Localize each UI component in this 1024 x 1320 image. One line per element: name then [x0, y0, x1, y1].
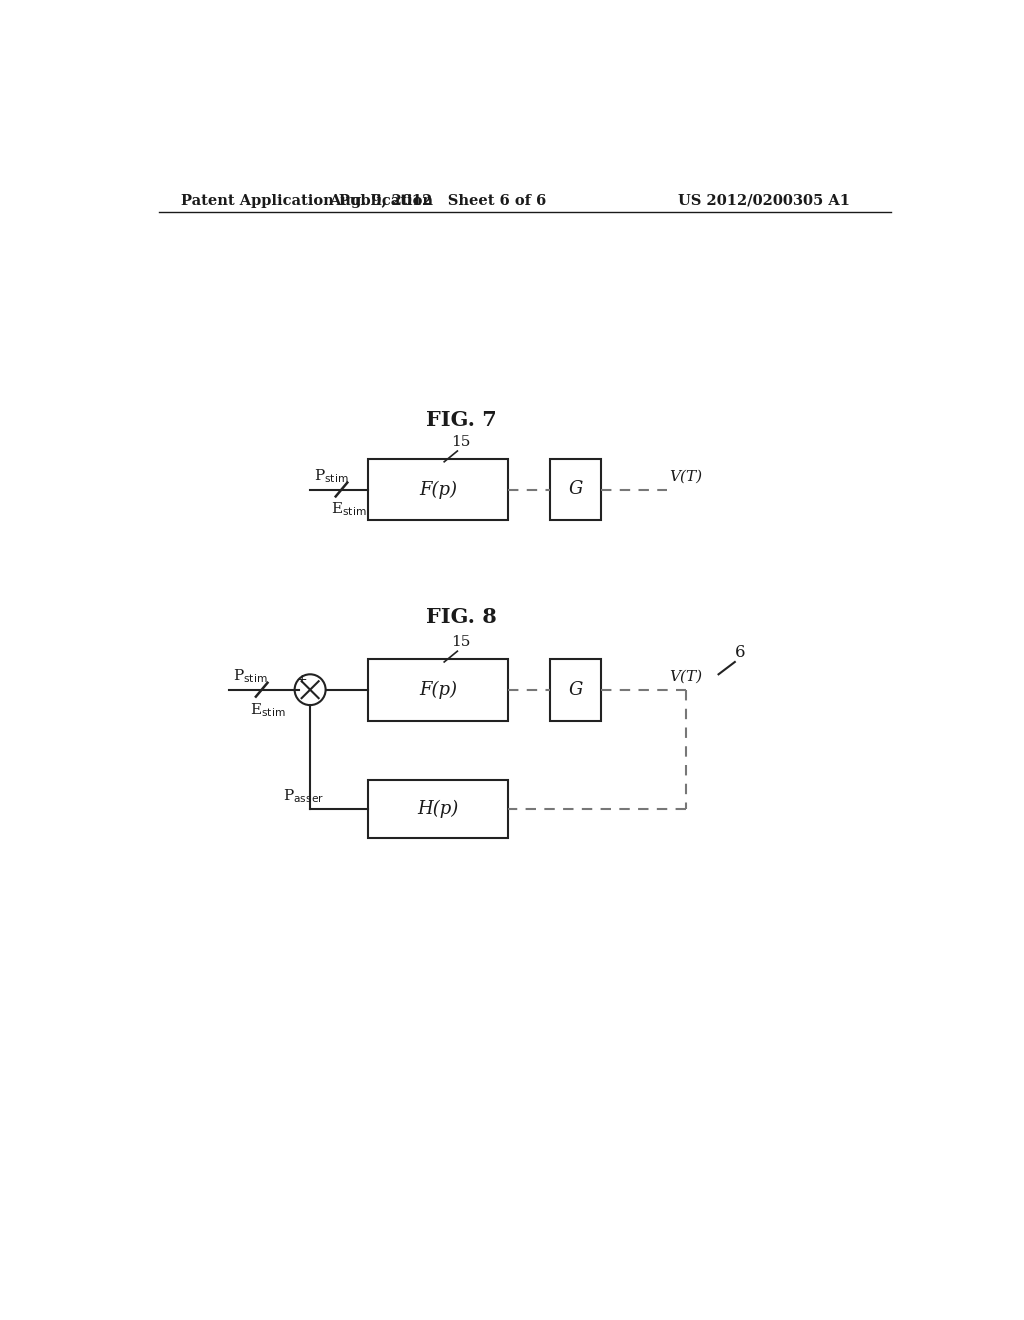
- Text: P$_{\mathsf{stim}}$: P$_{\mathsf{stim}}$: [232, 668, 267, 685]
- Text: E$_{\mathsf{stim}}$: E$_{\mathsf{stim}}$: [331, 500, 367, 519]
- Text: FIG. 7: FIG. 7: [426, 411, 497, 430]
- Text: F(p): F(p): [419, 480, 457, 499]
- Text: Aug. 9, 2012   Sheet 6 of 6: Aug. 9, 2012 Sheet 6 of 6: [330, 194, 547, 207]
- Text: +: +: [297, 673, 307, 686]
- Bar: [550, 659, 601, 721]
- Text: E$_{\mathsf{stim}}$: E$_{\mathsf{stim}}$: [251, 701, 286, 718]
- Text: Patent Application Publication: Patent Application Publication: [180, 194, 433, 207]
- Text: FIG. 8: FIG. 8: [426, 607, 497, 627]
- Text: P$_{\mathsf{asser}}$: P$_{\mathsf{asser}}$: [283, 787, 325, 805]
- Text: H(p): H(p): [418, 800, 459, 818]
- Text: V(T): V(T): [669, 669, 702, 684]
- Text: 15: 15: [452, 635, 471, 649]
- Bar: [369, 459, 508, 520]
- Text: V(T): V(T): [669, 470, 702, 483]
- Text: P$_{\mathsf{stim}}$: P$_{\mathsf{stim}}$: [314, 467, 348, 486]
- Text: US 2012/0200305 A1: US 2012/0200305 A1: [678, 194, 850, 207]
- Text: F(p): F(p): [419, 681, 457, 698]
- Bar: [369, 780, 508, 838]
- Bar: [369, 659, 508, 721]
- Text: 6: 6: [735, 644, 745, 661]
- Text: G: G: [568, 681, 583, 698]
- Text: G: G: [568, 480, 583, 499]
- Text: 15: 15: [452, 434, 471, 449]
- Bar: [550, 459, 601, 520]
